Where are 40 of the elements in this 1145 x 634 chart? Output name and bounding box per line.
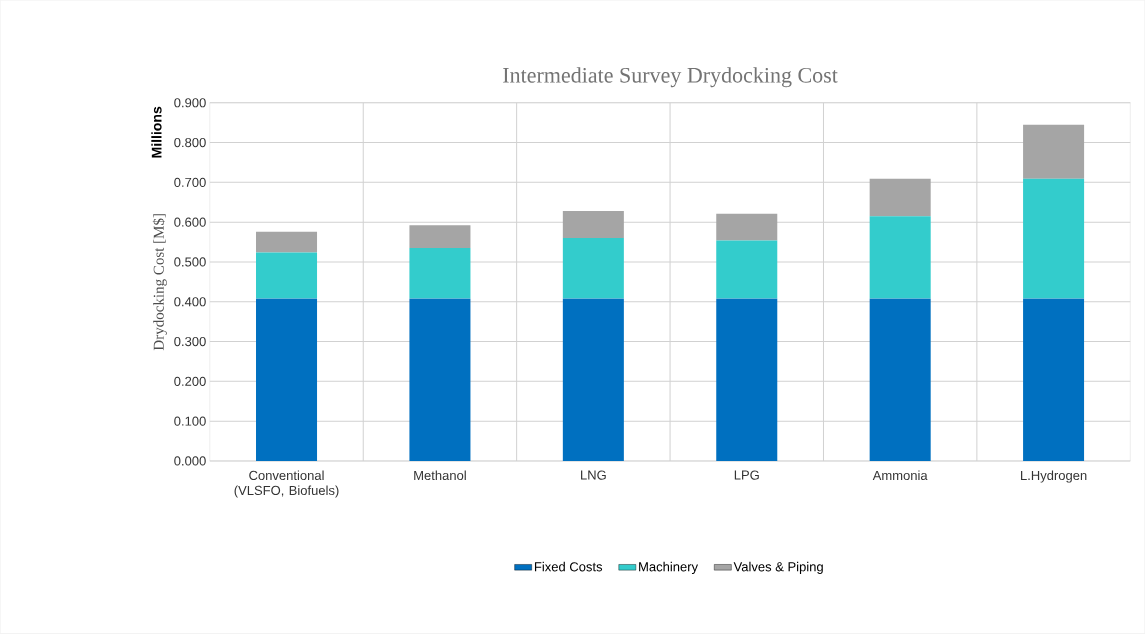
y-tick-label: 0.400 <box>174 297 206 307</box>
bar <box>409 248 471 299</box>
y-tick-label: 0.600 <box>174 217 206 227</box>
legend-label: Machinery <box>639 561 699 575</box>
y-tick-label: 0.200 <box>174 376 206 387</box>
y-tick-label: 0.500 <box>174 257 206 267</box>
bar <box>256 298 318 462</box>
bar <box>1023 298 1085 462</box>
legend-label: Fixed Costs <box>534 561 603 572</box>
y-tick-label: 0.300 <box>174 337 206 347</box>
chart-title: Intermediate Survey Drydocking Cost <box>503 67 838 88</box>
y-tick-label: 0.000 <box>174 456 206 466</box>
bar <box>562 238 624 299</box>
y-tick-label: 0.800 <box>174 138 206 148</box>
bar <box>869 178 931 217</box>
y-tick-label: 0.900 <box>174 98 206 108</box>
x-tick-label: L.Hydrogen <box>1021 470 1087 483</box>
legend-label: Valves & Piping <box>733 561 823 575</box>
bar <box>716 213 778 241</box>
x-tick-label: Conventional (VLSFO, Biofuels) <box>234 470 339 498</box>
y-tick-label: 0.100 <box>174 416 206 426</box>
x-tick-label: LNG <box>581 470 606 480</box>
bar <box>256 231 318 253</box>
bar <box>716 240 778 299</box>
text: Millions <box>151 106 162 158</box>
bar <box>869 216 931 299</box>
x-tick-label: Methanol <box>414 470 466 481</box>
y-axis-title: Drydocking Cost [M$] <box>152 214 167 351</box>
bar <box>1023 178 1085 299</box>
x-tick-label: LPG <box>734 470 759 480</box>
bar <box>409 225 471 249</box>
bar <box>409 298 471 462</box>
bar <box>716 298 778 462</box>
bar <box>562 211 624 239</box>
y-tick-label: 0.700 <box>174 177 206 188</box>
bar <box>562 298 624 462</box>
x-tick-label: Ammonia <box>872 470 928 481</box>
bar <box>869 298 931 462</box>
bar <box>1023 124 1085 179</box>
bar <box>256 252 318 299</box>
